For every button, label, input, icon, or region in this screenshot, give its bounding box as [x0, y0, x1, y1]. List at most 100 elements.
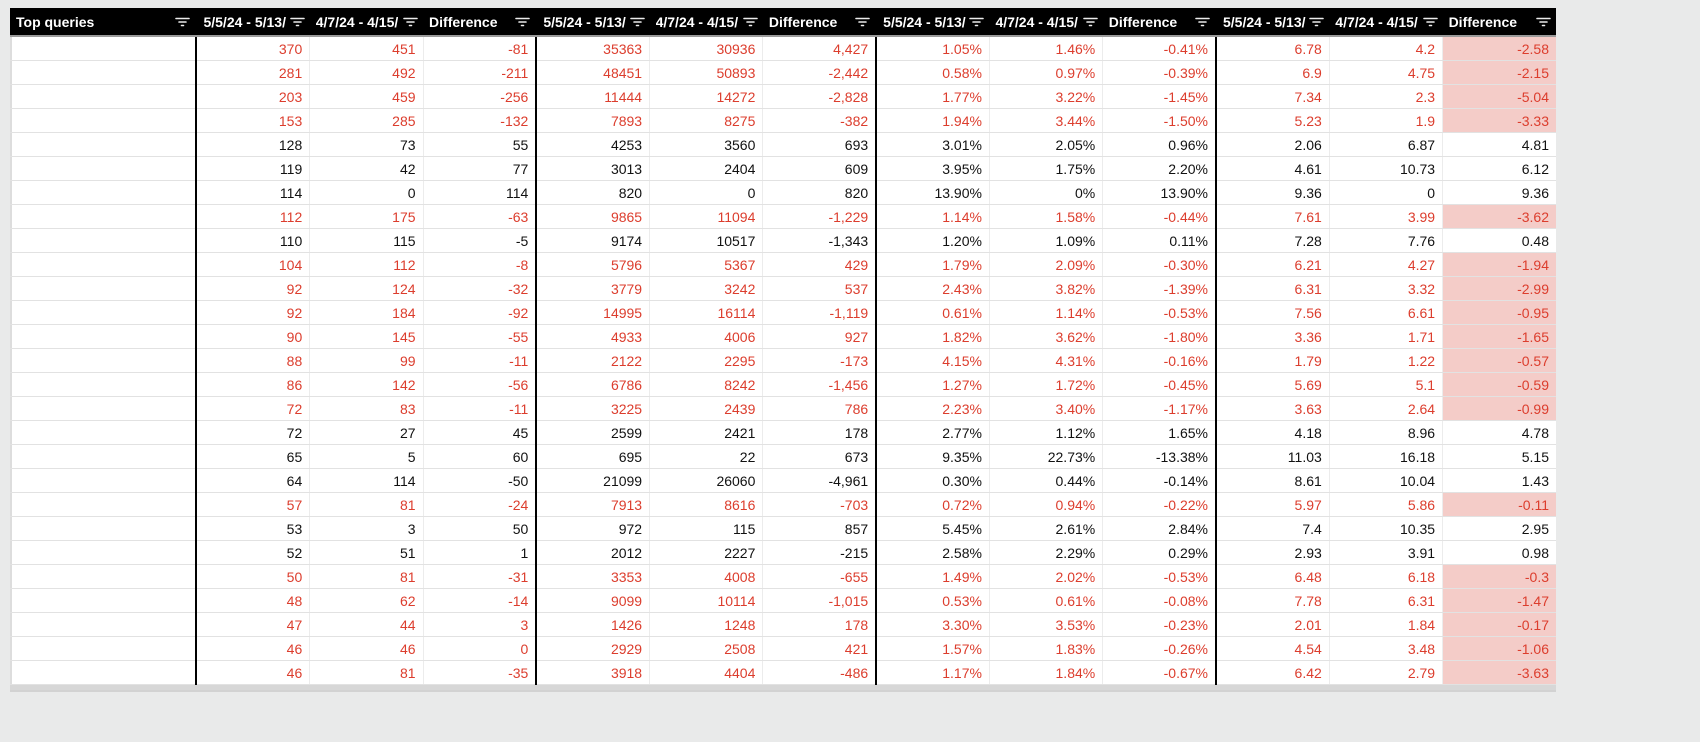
query-cell[interactable] [10, 252, 197, 277]
value-cell[interactable]: 3918 [535, 660, 650, 685]
value-cell[interactable]: 6.48 [1214, 564, 1330, 589]
value-cell[interactable]: 50 [422, 516, 537, 541]
value-cell[interactable]: 9865 [535, 204, 650, 229]
query-cell[interactable] [10, 372, 197, 397]
value-cell[interactable]: 3.82% [988, 276, 1103, 301]
value-cell[interactable]: 6.9 [1214, 60, 1330, 85]
value-cell[interactable]: 0.30% [875, 468, 990, 493]
value-cell[interactable]: 2.64 [1328, 396, 1443, 421]
value-cell[interactable]: 72 [195, 420, 310, 445]
value-cell[interactable]: -1,015 [762, 588, 877, 613]
value-cell[interactable]: -0.44% [1102, 204, 1216, 229]
value-cell[interactable]: 3353 [535, 564, 650, 589]
value-cell[interactable]: 3.01% [875, 132, 990, 157]
value-cell[interactable]: 5 [309, 444, 424, 469]
query-cell[interactable] [10, 276, 197, 301]
value-cell[interactable]: -55 [422, 324, 537, 349]
value-cell[interactable]: -2,442 [762, 60, 877, 85]
value-cell[interactable]: 6.18 [1328, 564, 1443, 589]
query-cell[interactable] [10, 300, 197, 325]
value-cell[interactable]: 81 [309, 660, 424, 685]
value-cell[interactable]: 3.40% [988, 396, 1103, 421]
value-cell[interactable]: 429 [762, 252, 877, 277]
filter-icon[interactable] [1308, 16, 1325, 28]
value-cell[interactable]: 9099 [535, 588, 650, 613]
value-cell[interactable]: -0.41% [1102, 36, 1216, 61]
value-cell[interactable]: 972 [535, 516, 650, 541]
query-cell[interactable] [10, 228, 197, 253]
value-cell[interactable]: 5.15 [1442, 444, 1556, 469]
value-cell[interactable]: 2.95 [1442, 516, 1556, 541]
value-cell[interactable]: -0.67% [1102, 660, 1216, 685]
value-cell[interactable]: -655 [762, 564, 877, 589]
value-cell[interactable]: -92 [422, 300, 537, 325]
value-cell[interactable]: 14995 [535, 300, 650, 325]
value-cell[interactable]: 1.12% [988, 420, 1103, 445]
value-cell[interactable]: -0.53% [1102, 564, 1216, 589]
value-cell[interactable]: -13.38% [1102, 444, 1216, 469]
value-cell[interactable]: 47 [195, 612, 310, 637]
value-cell[interactable]: 3 [422, 612, 537, 637]
value-cell[interactable]: -211 [422, 60, 537, 85]
value-cell[interactable]: 0 [309, 180, 424, 205]
value-cell[interactable]: 26060 [649, 468, 763, 493]
query-cell[interactable] [10, 468, 197, 493]
value-cell[interactable]: 820 [535, 180, 650, 205]
value-cell[interactable]: 0.61% [988, 588, 1103, 613]
value-cell[interactable]: 7.34 [1214, 84, 1330, 109]
query-cell[interactable] [10, 444, 197, 469]
value-cell[interactable]: 115 [649, 516, 763, 541]
value-cell[interactable]: 46 [195, 660, 310, 685]
value-cell[interactable]: 10.35 [1328, 516, 1443, 541]
value-cell[interactable]: -50 [422, 468, 537, 493]
value-cell[interactable]: -32 [422, 276, 537, 301]
query-cell[interactable] [10, 660, 197, 685]
value-cell[interactable]: 3.48 [1328, 636, 1443, 661]
value-cell[interactable]: 2439 [649, 396, 763, 421]
value-cell[interactable]: 203 [195, 84, 310, 109]
value-cell[interactable]: 2.3 [1328, 84, 1443, 109]
query-cell[interactable] [10, 84, 197, 109]
value-cell[interactable]: -5 [422, 228, 537, 253]
value-cell[interactable]: -0.59 [1442, 372, 1556, 397]
value-cell[interactable]: 2012 [535, 540, 650, 565]
value-cell[interactable]: -11 [422, 396, 537, 421]
value-cell[interactable]: 3.30% [875, 612, 990, 637]
value-cell[interactable]: 4,427 [762, 36, 877, 61]
value-cell[interactable]: 6.78 [1214, 36, 1330, 61]
value-cell[interactable]: 112 [195, 204, 310, 229]
value-cell[interactable]: 6.12 [1442, 156, 1556, 181]
value-cell[interactable]: -14 [422, 588, 537, 613]
value-cell[interactable]: 1.72% [988, 372, 1103, 397]
value-cell[interactable]: 77 [422, 156, 537, 181]
value-cell[interactable]: 16.18 [1328, 444, 1443, 469]
value-cell[interactable]: 1.14% [875, 204, 990, 229]
value-cell[interactable]: 142 [309, 372, 424, 397]
value-cell[interactable]: 5.45% [875, 516, 990, 541]
value-cell[interactable]: 115 [309, 228, 424, 253]
value-cell[interactable]: -256 [422, 84, 537, 109]
value-cell[interactable]: 1.82% [875, 324, 990, 349]
value-cell[interactable]: 44 [309, 612, 424, 637]
value-cell[interactable]: 2.05% [988, 132, 1103, 157]
value-cell[interactable]: 4404 [649, 660, 763, 685]
value-cell[interactable]: 1.84% [988, 660, 1103, 685]
query-cell[interactable] [10, 396, 197, 421]
query-cell[interactable] [10, 36, 197, 61]
value-cell[interactable]: 5.23 [1214, 108, 1330, 133]
query-cell[interactable] [10, 204, 197, 229]
value-cell[interactable]: -0.26% [1102, 636, 1216, 661]
query-cell[interactable] [10, 564, 197, 589]
value-cell[interactable]: 6.61 [1328, 300, 1443, 325]
value-cell[interactable]: 3.53% [988, 612, 1103, 637]
value-cell[interactable]: -1.47 [1442, 588, 1556, 613]
value-cell[interactable]: 60 [422, 444, 537, 469]
value-cell[interactable]: 112 [309, 252, 424, 277]
value-cell[interactable]: -2.15 [1442, 60, 1556, 85]
value-cell[interactable]: 1.9 [1328, 108, 1443, 133]
value-cell[interactable]: 119 [195, 156, 310, 181]
value-cell[interactable]: 10.73 [1328, 156, 1443, 181]
value-cell[interactable]: 145 [309, 324, 424, 349]
value-cell[interactable]: 4008 [649, 564, 763, 589]
value-cell[interactable]: 0 [1328, 180, 1443, 205]
